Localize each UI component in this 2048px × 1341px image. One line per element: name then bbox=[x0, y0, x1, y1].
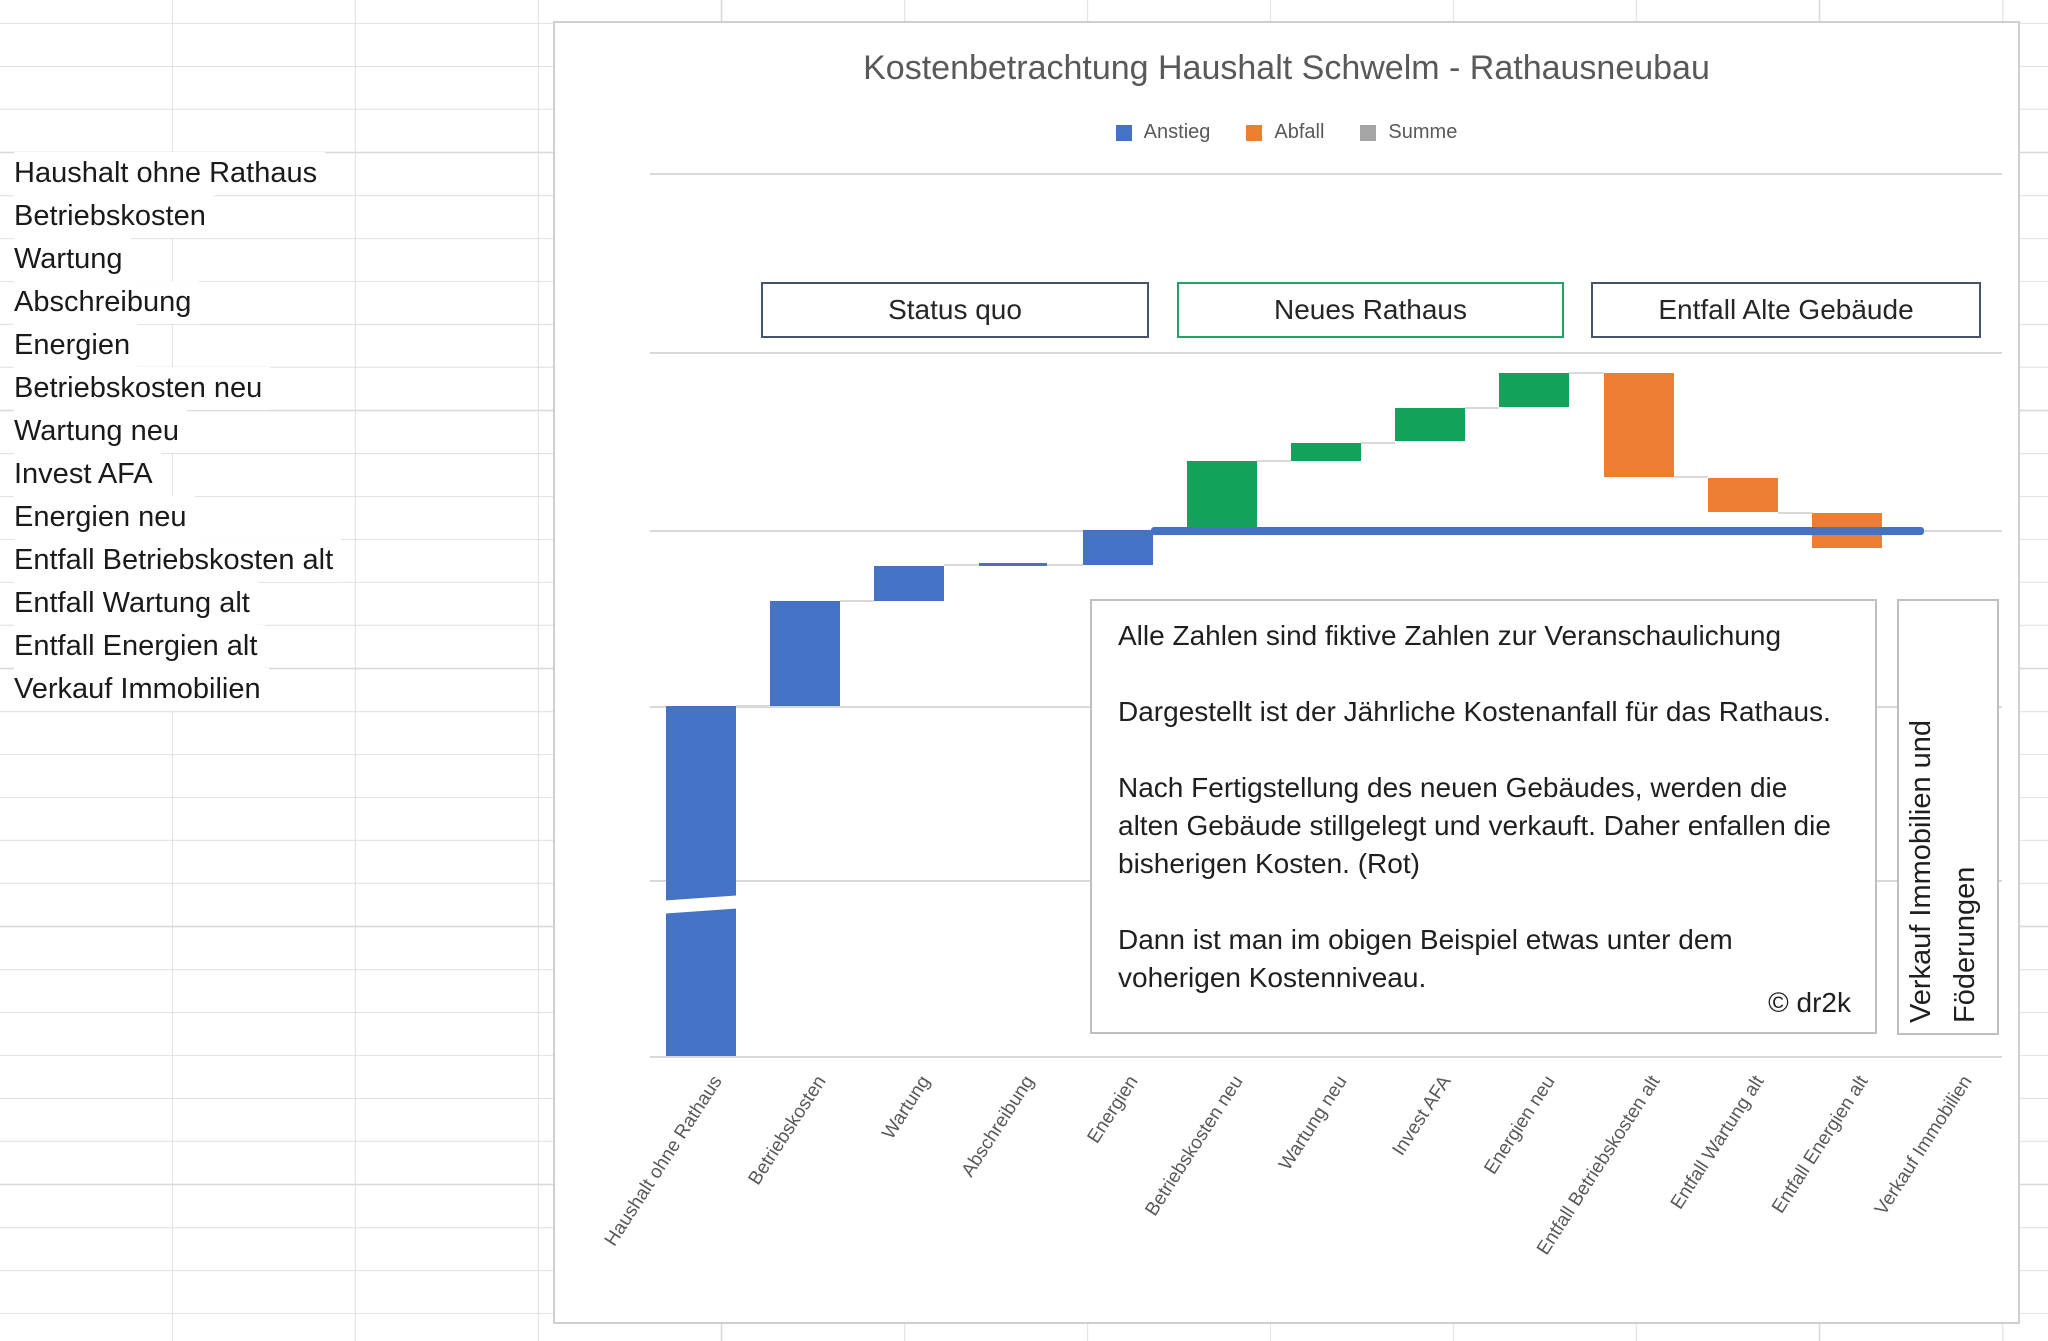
waterfall-connector-4 bbox=[1257, 460, 1291, 462]
waterfall-connector-9 bbox=[1778, 512, 1812, 514]
legend-item-abfall: Abfall bbox=[1246, 121, 1324, 144]
x-axis-label-6: Betriebskosten neu bbox=[1141, 1072, 1248, 1220]
sheet-cell-9[interactable]: Energien neu bbox=[14, 496, 195, 539]
sheet-cell-8[interactable]: Invest AFA bbox=[14, 453, 161, 496]
gridline-0 bbox=[650, 173, 2002, 175]
group-box-entfall-alte-gebaeude[interactable]: Entfall Alte Gebäude bbox=[1591, 282, 1981, 338]
gridline-1 bbox=[650, 352, 2002, 354]
sheet-cell-12[interactable]: Entfall Energien alt bbox=[14, 625, 266, 668]
annotation-text-box[interactable]: Alle Zahlen sind fiktive Zahlen zur Vera… bbox=[1090, 599, 1877, 1034]
chart-title: Kostenbetrachtung Haushalt Schwelm - Rat… bbox=[863, 49, 1710, 87]
group-box-entfall-label: Entfall Alte Gebäude bbox=[1658, 294, 1914, 325]
legend-swatch-summe bbox=[1360, 124, 1377, 141]
x-axis-label-7: Wartung neu bbox=[1275, 1072, 1352, 1175]
x-axis-label-12: Entfall Energien alt bbox=[1768, 1072, 1873, 1218]
sheet-cell-7[interactable]: Wartung neu bbox=[14, 410, 187, 453]
legend-item-summe: Summe bbox=[1360, 121, 1457, 144]
x-axis-label-10: Entfall Betriebskosten alt bbox=[1533, 1072, 1665, 1259]
x-axis-label-5: Energien bbox=[1083, 1072, 1143, 1148]
waterfall-connector-2 bbox=[944, 564, 979, 566]
side-label-line2: Föderungen bbox=[1949, 866, 1981, 1023]
waterfall-connector-8 bbox=[1674, 476, 1708, 478]
x-axis-label-3: Wartung bbox=[878, 1072, 935, 1144]
group-box-neues-rathaus-label: Neues Rathaus bbox=[1273, 294, 1467, 325]
x-axis-label-1: Haushalt ohne Rathaus bbox=[600, 1072, 727, 1250]
x-axis-label-4: Abschreibung bbox=[957, 1072, 1039, 1181]
waterfall-connector-7 bbox=[1569, 372, 1604, 374]
legend-label: Anstieg bbox=[1143, 121, 1211, 143]
side-label-box[interactable]: Verkauf Immobilien und Föderungen bbox=[1897, 599, 1999, 1035]
waterfall-connector-0 bbox=[736, 705, 770, 707]
waterfall-connector-1 bbox=[840, 600, 874, 602]
sheet-cell-3[interactable]: Wartung bbox=[14, 238, 131, 281]
waterfall-connector-5 bbox=[1361, 442, 1395, 444]
status-quo-summe-line bbox=[1151, 527, 1924, 535]
bar-abschreibung bbox=[979, 563, 1047, 566]
sheet-cell-2[interactable]: Betriebskosten bbox=[14, 195, 214, 238]
bar-energien bbox=[1083, 530, 1153, 565]
bar-haushalt-ohne-rathaus bbox=[666, 706, 736, 1056]
legend-label: Abfall bbox=[1274, 121, 1325, 143]
side-label-text: Verkauf Immobilien und Föderungen bbox=[1899, 601, 2001, 1037]
chart-legend: Anstieg Abfall Summe bbox=[555, 121, 2018, 144]
x-axis-label-2: Betriebskosten bbox=[744, 1072, 831, 1189]
legend-label: Summe bbox=[1388, 121, 1458, 143]
legend-swatch-anstieg bbox=[1115, 124, 1132, 141]
group-box-status-quo[interactable]: Status quo bbox=[761, 282, 1149, 338]
bar-betriebskosten-neu bbox=[1187, 461, 1257, 529]
annotation-paragraph: Dann ist man im obigen Beispiel etwas un… bbox=[1118, 924, 1733, 993]
annotation-paragraph: Nach Fertigstellung des neuen Gebäudes, … bbox=[1118, 772, 1831, 879]
bar-wartung-neu bbox=[1291, 443, 1361, 461]
sheet-cell-13[interactable]: Verkauf Immobilien bbox=[14, 668, 269, 711]
group-box-status-quo-label: Status quo bbox=[888, 294, 1022, 325]
bar-invest-afa bbox=[1395, 408, 1465, 441]
group-box-neues-rathaus[interactable]: Neues Rathaus bbox=[1177, 282, 1564, 338]
bar-energien-neu bbox=[1499, 373, 1569, 407]
annotation-paragraph: Dargestellt ist der Jährliche Kostenanfa… bbox=[1118, 696, 1831, 727]
legend-swatch-abfall bbox=[1246, 124, 1263, 141]
sheet-cell-1[interactable]: Haushalt ohne Rathaus bbox=[14, 152, 326, 195]
legend-item-anstieg: Anstieg bbox=[1115, 121, 1211, 144]
waterfall-connector-6 bbox=[1465, 407, 1499, 409]
sheet-cell-10[interactable]: Entfall Betriebskosten alt bbox=[14, 539, 342, 582]
bar-entfall-betriebskosten-alt bbox=[1604, 373, 1674, 477]
sheet-cell-6[interactable]: Betriebskosten neu bbox=[14, 367, 271, 410]
bar-betriebskosten bbox=[770, 601, 840, 706]
x-axis-label-8: Invest AFA bbox=[1388, 1072, 1456, 1160]
x-axis-label-9: Energien neu bbox=[1480, 1072, 1560, 1179]
annotation-paragraph: Alle Zahlen sind fiktive Zahlen zur Vera… bbox=[1118, 620, 1782, 651]
side-label-line1: Verkauf Immobilien und bbox=[1905, 719, 1937, 1023]
sheet-cell-4[interactable]: Abschreibung bbox=[14, 281, 200, 324]
bar-wartung bbox=[874, 566, 944, 601]
sheet-cell-11[interactable]: Entfall Wartung alt bbox=[14, 582, 258, 625]
bar-entfall-wartung-alt bbox=[1708, 478, 1778, 512]
chart-canvas[interactable]: Kostenbetrachtung Haushalt Schwelm - Rat… bbox=[553, 21, 2020, 1324]
sheet-cell-5[interactable]: Energien bbox=[14, 324, 139, 367]
gridline-5 bbox=[650, 1056, 2002, 1058]
waterfall-connector-3 bbox=[1047, 564, 1083, 566]
x-axis-label-13: Verkauf Immobilien bbox=[1870, 1072, 1977, 1219]
x-axis-label-11: Entfall Wartung alt bbox=[1666, 1072, 1769, 1214]
annotation-credit: © dr2k bbox=[1768, 987, 1851, 1018]
